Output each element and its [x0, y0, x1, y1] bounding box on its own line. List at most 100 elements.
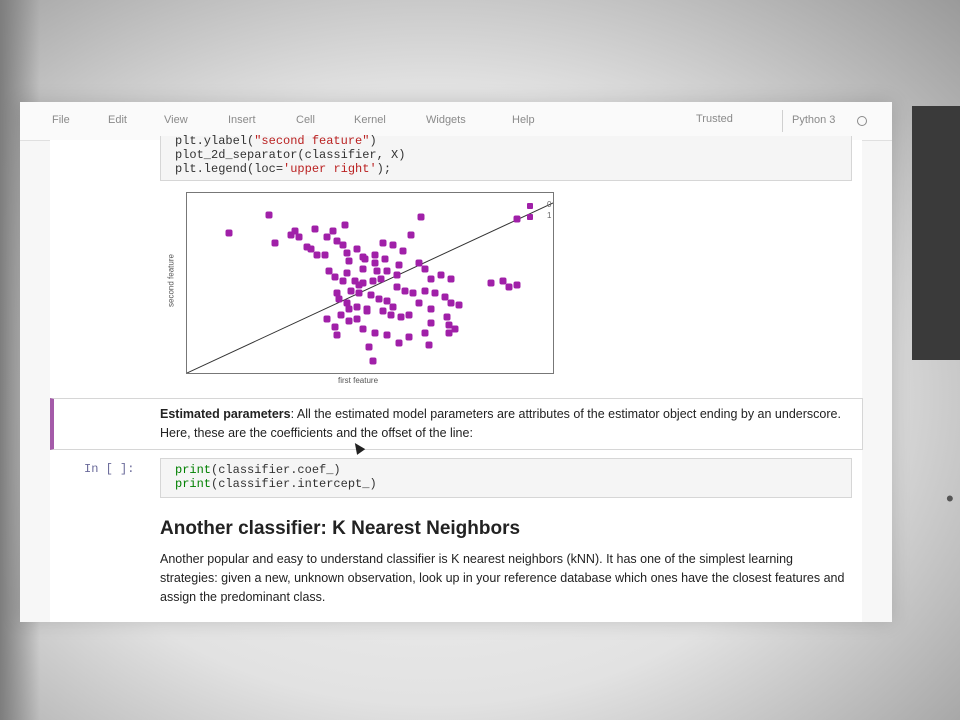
scatter-point-class-0	[271, 239, 279, 247]
scatter-point-class-1	[427, 275, 435, 283]
scatter-point-class-1	[359, 253, 367, 261]
markdown-text: Estimated parameters: All the estimated …	[160, 405, 850, 443]
trusted-indicator[interactable]: Trusted	[696, 113, 733, 125]
menu-help[interactable]: Help	[512, 114, 535, 126]
scatter-point-class-1	[381, 255, 389, 263]
legend: 0 1	[527, 200, 567, 227]
menu-edit[interactable]: Edit	[108, 114, 127, 126]
scatter-point-class-0	[307, 245, 315, 253]
scatter-point-class-0	[379, 239, 387, 247]
separator-line	[186, 202, 554, 374]
scatter-point-class-1	[395, 339, 403, 347]
section-heading: Another classifier: K Nearest Neighbors	[160, 518, 521, 539]
menu-kernel[interactable]: Kernel	[354, 114, 386, 126]
scatter-point-class-1	[487, 279, 495, 287]
markdown-body: : All the estimated model parameters are…	[160, 407, 841, 440]
scatter-plot-output: second feature 0 1 first feature	[167, 188, 558, 388]
scatter-chart	[186, 202, 554, 374]
scatter-point-class-0	[295, 233, 303, 241]
scatter-point-class-1	[369, 357, 377, 365]
scatter-point-class-1	[363, 307, 371, 315]
scatter-point-class-1	[505, 283, 513, 291]
menu-widgets[interactable]: Widgets	[426, 114, 466, 126]
scatter-point-class-1	[343, 299, 351, 307]
scatter-point-class-0	[345, 257, 353, 265]
section-paragraph: Another popular and easy to understand c…	[160, 552, 845, 604]
scatter-point-class-1	[397, 313, 405, 321]
menu-cell[interactable]: Cell	[296, 114, 315, 126]
scatter-point-class-1	[331, 323, 339, 331]
scatter-point-class-1	[415, 259, 423, 267]
scatter-point-class-0	[373, 267, 381, 275]
scatter-point-class-1	[335, 295, 343, 303]
scatter-point-class-1	[421, 329, 429, 337]
scatter-point-class-0	[341, 221, 349, 229]
scatter-point-class-1	[387, 311, 395, 319]
scatter-point-class-1	[401, 287, 409, 295]
code-line-separator: plot_2d_separator(classifier, X)	[175, 148, 406, 162]
scatter-point-class-0	[329, 227, 337, 235]
scatter-point-class-1	[431, 289, 439, 297]
scatter-point-class-1	[447, 299, 455, 307]
scatter-point-class-1	[365, 343, 373, 351]
scatter-point-class-1	[355, 289, 363, 297]
scatter-point-class-1	[443, 313, 451, 321]
legend-label-1: 1	[547, 211, 552, 220]
scatter-point-class-1	[345, 305, 353, 313]
scatter-point-class-1	[395, 261, 403, 269]
scatter-point-class-0	[311, 225, 319, 233]
menu-divider	[782, 110, 783, 132]
scatter-point-class-1	[345, 317, 353, 325]
scatter-point-class-1	[367, 291, 375, 299]
scatter-point-class-1	[427, 305, 435, 313]
markdown-bold: Estimated parameters	[160, 407, 291, 421]
kernel-name[interactable]: Python 3	[792, 114, 836, 126]
scatter-point-class-1	[451, 325, 459, 333]
scatter-point-class-0	[359, 265, 367, 273]
scatter-point-class-0	[225, 229, 233, 237]
scatter-point-class-0	[383, 267, 391, 275]
scatter-point-class-1	[375, 295, 383, 303]
markdown-cell-parameters[interactable]: Estimated parameters: All the estimated …	[50, 398, 863, 450]
scatter-point-class-0	[389, 241, 397, 249]
edge-glyph: •	[946, 486, 954, 511]
code-line-coef: print(classifier.coef_)	[175, 463, 341, 477]
scatter-point-class-1	[437, 271, 445, 279]
scatter-point-class-0	[339, 241, 347, 249]
code-line-intercept: print(classifier.intercept_)	[175, 477, 377, 491]
code-line-ylabel: plt.ylabel("second feature")	[175, 134, 377, 148]
scatter-point-class-1	[351, 277, 359, 285]
code-cell-plot[interactable]: plt.ylabel("second feature") plot_2d_sep…	[160, 134, 852, 181]
scatter-point-class-0	[323, 233, 331, 241]
scatter-point-class-1	[333, 331, 341, 339]
scatter-point-class-1	[371, 251, 379, 259]
code-cell-print[interactable]: print(classifier.coef_) print(classifier…	[160, 458, 852, 498]
menu-file[interactable]: File	[52, 114, 70, 126]
scatter-point-class-1	[421, 265, 429, 273]
scatter-point-class-1	[427, 319, 435, 327]
scatter-point-class-0	[407, 231, 415, 239]
scatter-point-class-1	[393, 283, 401, 291]
scatter-point-class-1	[405, 333, 413, 341]
scatter-point-class-0	[353, 245, 361, 253]
scatter-point-class-1	[377, 275, 385, 283]
scatter-point-class-1	[383, 297, 391, 305]
scatter-point-class-1	[371, 329, 379, 337]
scatter-point-class-1	[409, 289, 417, 297]
scatter-point-class-1	[441, 293, 449, 301]
legend-label-0: 0	[547, 200, 552, 209]
legend-swatch-1	[527, 214, 533, 220]
scatter-point-class-1	[333, 289, 341, 297]
scatter-point-class-1	[359, 325, 367, 333]
scatter-point-class-1	[447, 275, 455, 283]
kernel-idle-icon	[857, 116, 867, 126]
scatter-point-class-1	[337, 311, 345, 319]
scatter-point-class-1	[353, 315, 361, 323]
scatter-point-class-1	[445, 329, 453, 337]
side-panel	[912, 106, 960, 360]
scatter-point-class-1	[421, 287, 429, 295]
menu-view[interactable]: View	[164, 114, 188, 126]
menu-insert[interactable]: Insert	[228, 114, 256, 126]
scatter-point-class-0	[313, 251, 321, 259]
scatter-point-class-1	[379, 307, 387, 315]
